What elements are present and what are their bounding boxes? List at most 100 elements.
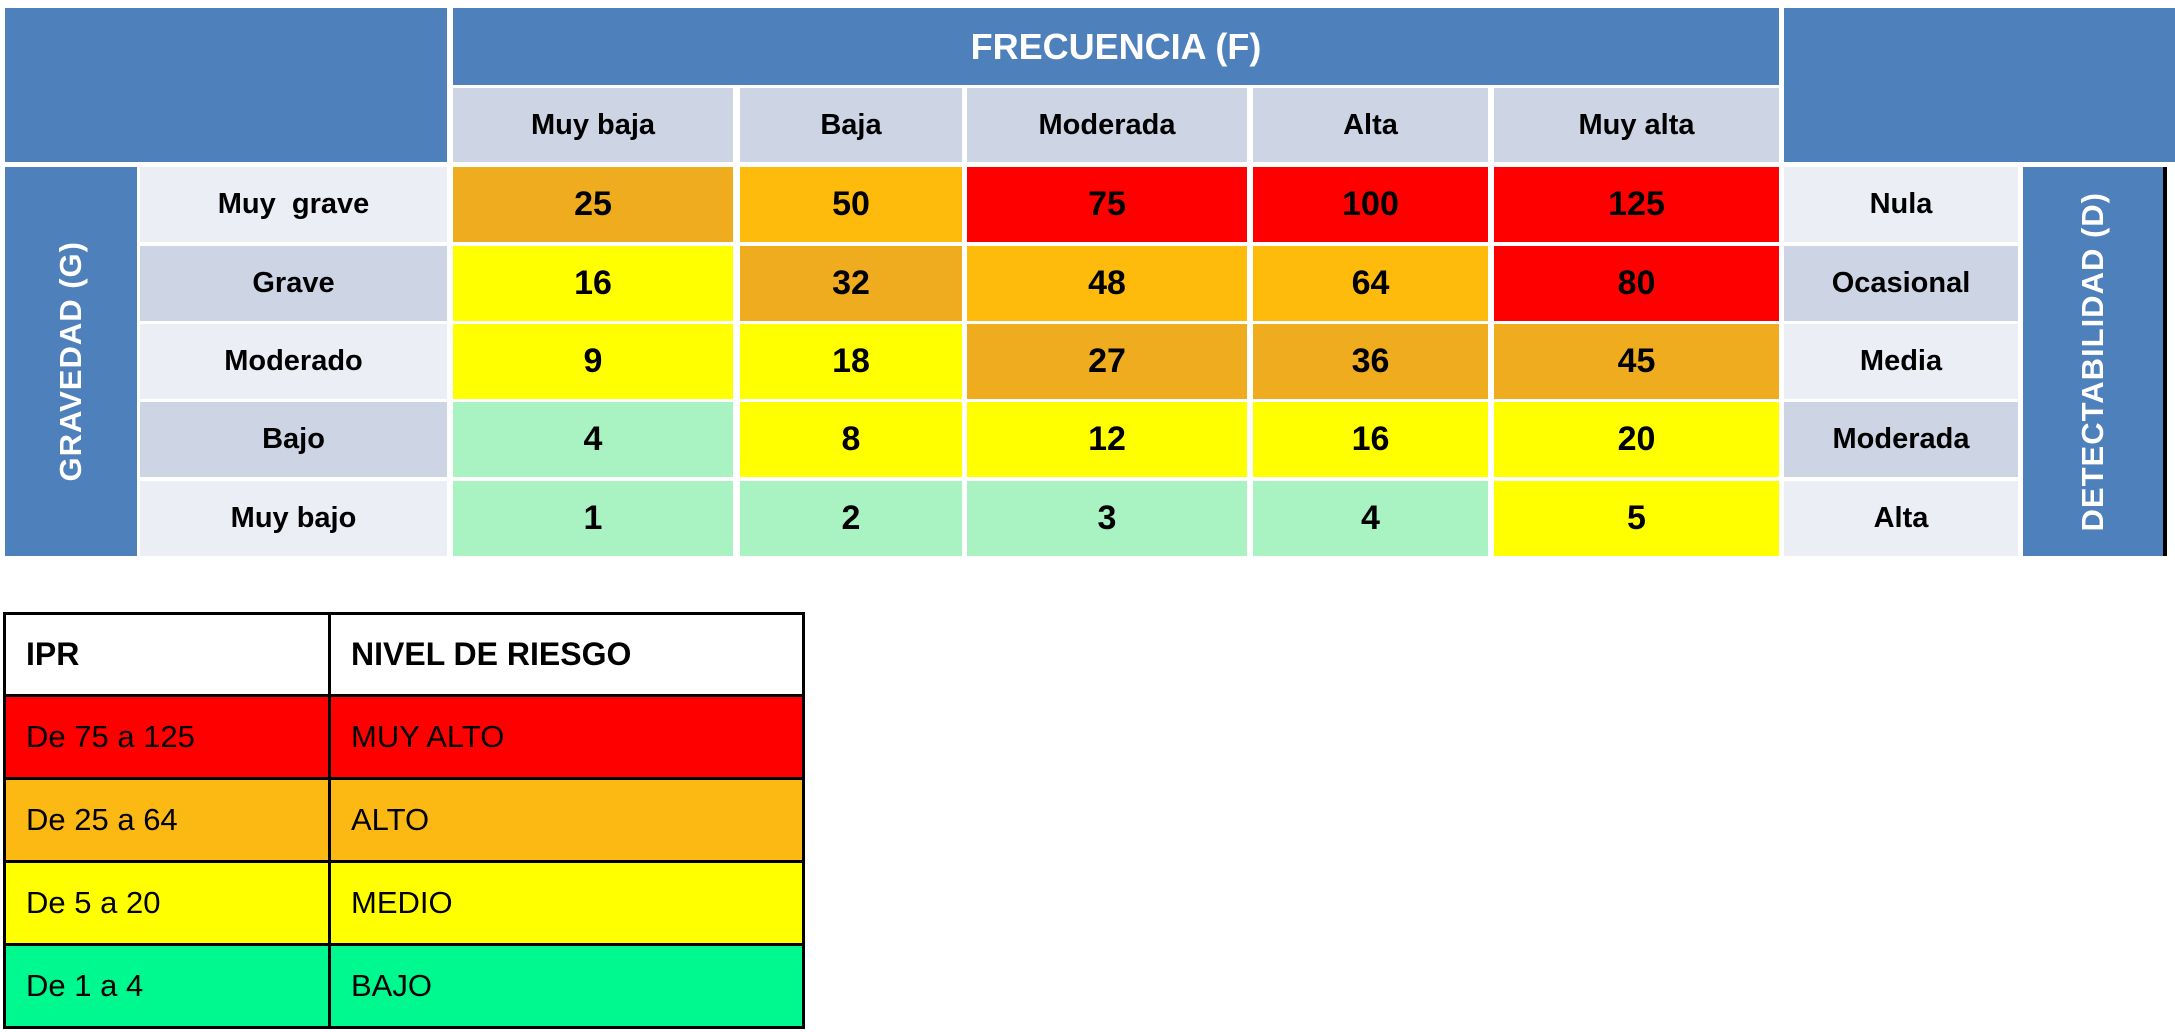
col-header-baja: Baja (740, 88, 962, 162)
legend-row-medio: De 5 a 20 MEDIO (3, 860, 805, 946)
col-header-label: Moderada (1038, 108, 1176, 141)
cell-value: 12 (1088, 420, 1126, 458)
matrix-cell: 25 (453, 167, 733, 242)
row-label: Bajo (262, 423, 325, 455)
matrix-cell: 50 (740, 167, 962, 242)
gravity-axis-title: GRAVEDAD (G) (53, 241, 88, 482)
legend-range: De 75 a 125 (3, 694, 331, 780)
row-label: Grave (252, 267, 335, 299)
cell-value: 32 (832, 264, 870, 302)
legend-range: De 25 a 64 (3, 777, 331, 863)
matrix-cell: 100 (1253, 167, 1488, 242)
cell-value: 125 (1608, 185, 1665, 223)
detectability-axis-band: DETECTABILIDAD (D) (2023, 167, 2167, 556)
ipr-legend-table: IPR NIVEL DE RIESGO De 75 a 125 MUY ALTO… (3, 612, 805, 1029)
matrix-cell: 4 (1253, 481, 1488, 556)
row-label-bajo: Bajo (140, 402, 447, 477)
detect-label-moderada: Moderada (1784, 402, 2018, 477)
detect-label-ocasional: Ocasional (1784, 246, 2018, 321)
right-label: Ocasional (1831, 267, 1971, 299)
cell-value: 75 (1088, 185, 1126, 223)
cell-value: 9 (583, 342, 603, 380)
matrix-cell: 64 (1253, 246, 1488, 321)
col-header-moderada: Moderada (967, 88, 1247, 162)
row-label-grave: Grave (140, 246, 447, 321)
matrix-cell: 16 (453, 246, 733, 321)
legend-range: De 1 a 4 (3, 943, 331, 1029)
cell-value: 50 (832, 185, 870, 223)
col-header-label: Muy baja (530, 108, 656, 141)
cell-value: 1 (583, 499, 603, 537)
legend-header-ipr: IPR (3, 612, 331, 697)
cell-value: 48 (1088, 264, 1126, 302)
frequency-axis-title: FRECUENCIA (F) (970, 25, 1262, 67)
detectability-axis-title: DETECTABILIDAD (D) (2075, 191, 2110, 532)
matrix-cell: 20 (1494, 402, 1779, 477)
cell-value: 25 (574, 185, 612, 223)
matrix-cell: 4 (453, 402, 733, 477)
right-label: Alta (1873, 502, 1929, 534)
top-right-corner-block (1784, 8, 2175, 162)
legend-level: MUY ALTO (328, 694, 805, 780)
right-label: Media (1859, 345, 1943, 377)
cell-value: 18 (832, 342, 870, 380)
cell-value: 100 (1342, 185, 1399, 223)
row-label-muy-grave: Muy grave (140, 167, 447, 242)
cell-value: 3 (1097, 499, 1117, 537)
cell-value: 4 (583, 420, 603, 458)
right-label: Moderada (1832, 423, 1970, 455)
matrix-cell: 75 (967, 167, 1247, 242)
legend-row-muy-alto: De 75 a 125 MUY ALTO (3, 694, 805, 780)
matrix-cell: 9 (453, 324, 733, 399)
legend-header-nivel: NIVEL DE RIESGO (328, 612, 805, 697)
matrix-cell: 1 (453, 481, 733, 556)
col-header-label: Alta (1343, 108, 1398, 141)
frequency-axis-header: FRECUENCIA (F) (453, 8, 1779, 85)
legend-range: De 5 a 20 (3, 860, 331, 946)
legend-row-bajo: De 1 a 4 BAJO (3, 943, 805, 1029)
cell-value: 5 (1627, 499, 1646, 537)
cell-value: 20 (1617, 420, 1656, 458)
cell-value: 16 (574, 264, 612, 302)
cell-value: 36 (1351, 342, 1390, 380)
legend-level: ALTO (328, 777, 805, 863)
col-header-label: Baja (820, 108, 882, 141)
detect-label-media: Media (1784, 324, 2018, 399)
row-label: Muy grave (217, 188, 370, 220)
top-left-corner-block (5, 8, 447, 162)
row-label: Moderado (224, 345, 363, 377)
matrix-cell: 8 (740, 402, 962, 477)
cell-value: 4 (1361, 499, 1380, 537)
row-label: Muy bajo (230, 502, 357, 534)
legend-header-row: IPR NIVEL DE RIESGO (3, 612, 805, 697)
matrix-cell: 48 (967, 246, 1247, 321)
row-label-moderado: Moderado (140, 324, 447, 399)
detect-label-alta: Alta (1784, 481, 2018, 556)
matrix-cell: 3 (967, 481, 1247, 556)
matrix-cell: 18 (740, 324, 962, 399)
matrix-cell: 5 (1494, 481, 1779, 556)
matrix-cell: 32 (740, 246, 962, 321)
cell-value: 16 (1351, 420, 1390, 458)
cell-value: 2 (841, 499, 861, 537)
right-label: Nula (1869, 188, 1933, 220)
cell-value: 8 (841, 420, 861, 458)
detect-label-nula: Nula (1784, 167, 2018, 242)
gravity-axis-band: GRAVEDAD (G) (5, 167, 137, 556)
cell-value: 27 (1088, 342, 1126, 380)
matrix-cell: 80 (1494, 246, 1779, 321)
matrix-cell: 12 (967, 402, 1247, 477)
matrix-cell: 2 (740, 481, 962, 556)
col-header-muy-baja: Muy baja (453, 88, 733, 162)
col-header-muy-alta: Muy alta (1494, 88, 1779, 162)
matrix-cell: 36 (1253, 324, 1488, 399)
legend-level: MEDIO (328, 860, 805, 946)
cell-value: 45 (1617, 342, 1656, 380)
cell-value: 80 (1617, 264, 1656, 302)
matrix-cell: 45 (1494, 324, 1779, 399)
cell-value: 64 (1351, 264, 1390, 302)
matrix-cell: 27 (967, 324, 1247, 399)
col-header-label: Muy alta (1578, 108, 1695, 141)
matrix-cell: 125 (1494, 167, 1779, 242)
legend-level: BAJO (328, 943, 805, 1029)
